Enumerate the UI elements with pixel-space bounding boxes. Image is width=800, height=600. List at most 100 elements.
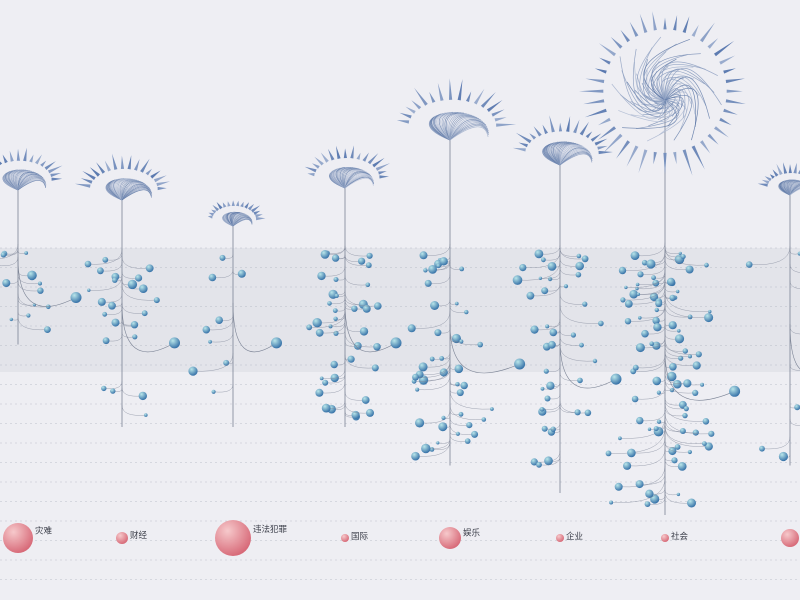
fan-petal [134,159,140,171]
node-dot [637,271,644,278]
nodes-7 [745,246,800,462]
node-dot [371,364,379,372]
node-dot [778,451,789,462]
node-branch [627,448,666,467]
fan-petal [120,155,125,169]
fan-petal [429,91,436,103]
node-dot [138,391,147,401]
fan-petal [48,165,63,174]
root-circle-5 [556,534,564,542]
fan-arc [661,61,718,101]
node-dot [679,428,686,434]
node-dot [692,361,701,370]
fan-petal [494,117,507,122]
node-dot [330,360,338,369]
fan-arc [17,180,47,191]
nodes-2 [188,254,282,394]
fan-petal [558,122,563,132]
node-branch [664,399,687,410]
fan-petal [757,183,768,187]
node-dot [669,294,676,302]
node-branch [749,246,791,265]
node-dot [624,300,633,308]
node-dot [429,447,435,452]
node-branch [789,280,800,289]
fan-arc [619,56,666,112]
node-dot [362,304,371,313]
node-branch [631,437,666,454]
node-dot [654,307,659,313]
node-branch [0,243,19,259]
fan-arc [664,68,722,106]
node-dot [669,363,677,371]
fan-petal [620,29,630,43]
node-branch [636,276,666,290]
terminal-branch [232,302,277,353]
node-branch [344,354,376,369]
node-dot [647,427,652,431]
fan-petal [579,89,604,93]
node-branch [664,291,710,312]
node-branch [213,384,234,393]
node-branch [618,465,666,488]
node-dot [415,387,420,392]
fan-petal [320,152,329,163]
nodes-3 [306,245,402,421]
node-branch [192,353,234,372]
node-dot [624,285,628,290]
node-branch [530,282,561,297]
fan-petal [719,117,732,126]
node-dot [536,461,542,468]
node-dot [407,324,416,333]
node-dot [543,368,549,374]
fan-petal [350,145,354,159]
node-dot [695,351,702,358]
node-dot [315,328,324,337]
node-dot [652,279,660,287]
node-dot [623,461,632,470]
fan-arc [449,121,489,141]
fan-petal [700,140,711,154]
node-branch [344,245,370,257]
fan-petal [304,166,317,173]
node-branch [664,407,686,417]
fan-5 [512,115,613,166]
fan-petal [700,22,715,43]
node-dot [687,449,693,455]
fan-petal [449,78,453,100]
node-dot [223,359,230,366]
fan-arc [121,189,152,201]
node-dot [330,373,339,383]
node-dot [459,266,465,272]
node-branch [664,306,691,318]
node-dot [579,342,584,348]
node-dot [570,332,577,338]
root-circle-6 [661,534,669,542]
node-dot [97,297,106,306]
node-dot [629,289,638,299]
node-dot [26,313,31,318]
node-dot [704,262,709,268]
node-dot [84,260,92,268]
fan-arc [651,53,701,101]
node-branch [17,316,48,331]
node-dot [464,309,469,315]
node-dot [215,316,223,325]
fan-petal [585,131,593,139]
node-branch [319,322,346,334]
node-dot [631,395,639,403]
node-dot [708,430,715,437]
fan-arc [611,83,666,120]
node-dot [434,329,442,337]
fan-arc [636,36,666,101]
node-dot [652,316,660,325]
fan-arc [559,153,593,166]
node-branch [789,364,800,371]
node-dot [430,301,440,310]
node-dot [421,443,431,454]
node-dot [641,329,649,338]
fan-petal [473,88,485,105]
node-dot [627,448,636,458]
